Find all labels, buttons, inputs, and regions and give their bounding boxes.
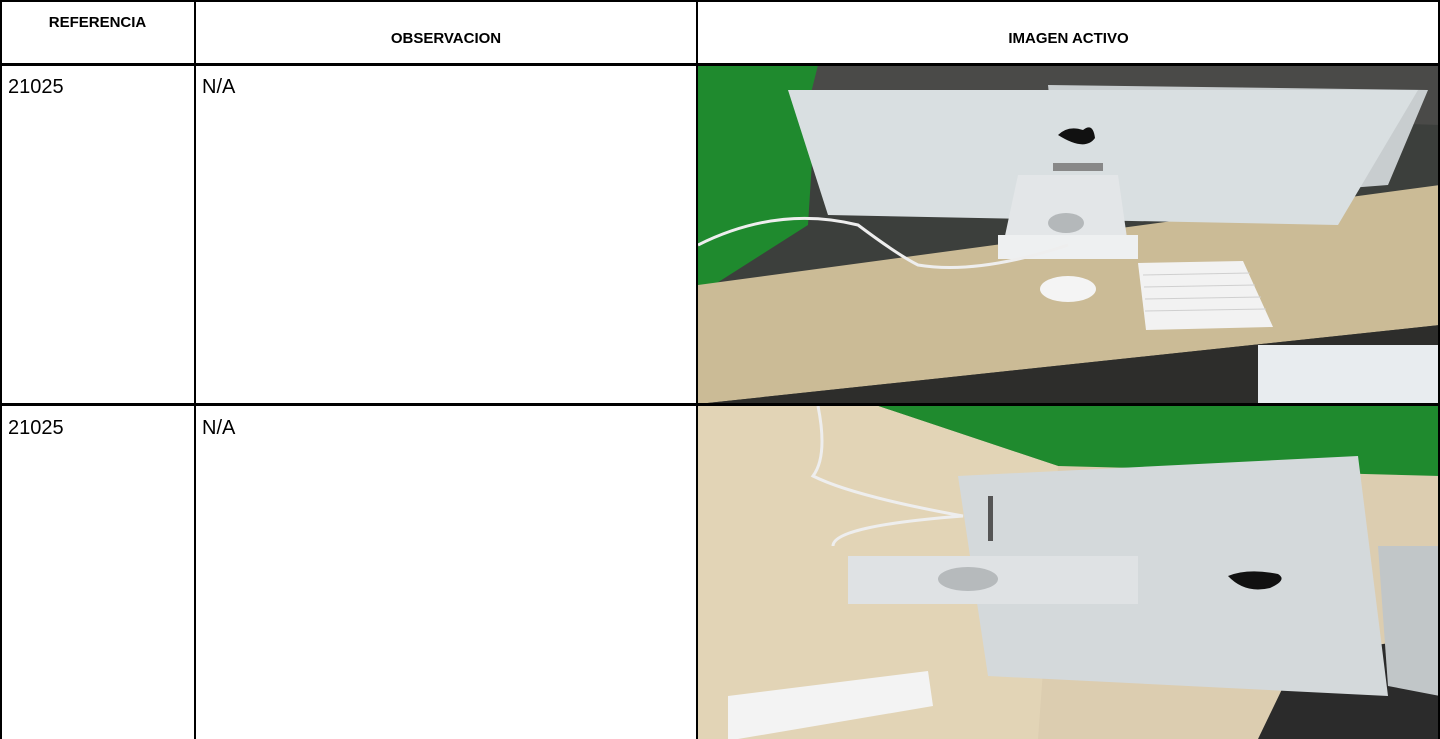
observation-cell: N/A xyxy=(202,76,236,98)
header-cell: IMAGEN ACTIVO xyxy=(1008,30,1129,47)
reference-cell: 21025 xyxy=(8,76,64,98)
reference-cell: 21025 xyxy=(8,417,64,439)
observation-cell: N/A xyxy=(202,417,236,439)
header-cell: OBSERVACION xyxy=(390,30,502,47)
table-border xyxy=(0,0,1440,2)
table-border xyxy=(0,403,1440,406)
asset-photo xyxy=(698,406,1440,739)
table-border xyxy=(194,0,196,739)
table-border xyxy=(1438,0,1440,739)
header-cell: REFERENCIA xyxy=(48,14,147,31)
table-border xyxy=(0,0,2,739)
table-border xyxy=(0,63,1440,66)
asset-photo xyxy=(698,65,1440,404)
table-border xyxy=(696,0,698,739)
